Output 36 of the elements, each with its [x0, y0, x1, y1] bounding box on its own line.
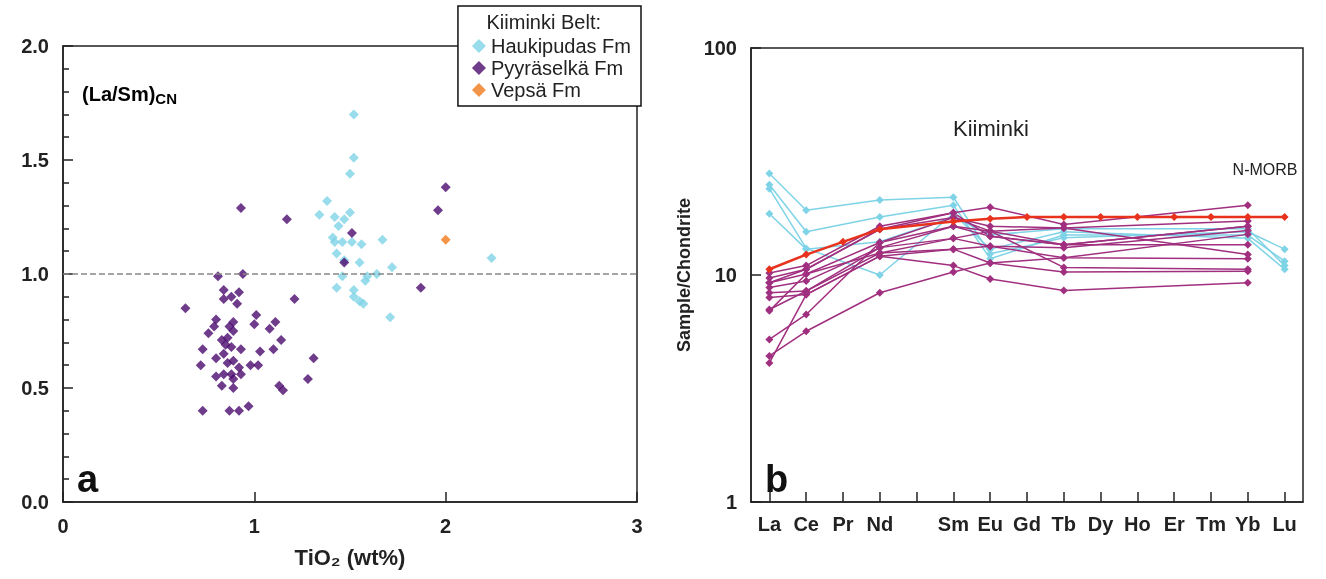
y-tick-label: 1.0: [21, 263, 49, 285]
y-tick-label: 100: [703, 37, 737, 59]
x-tick-label: Gd: [1013, 513, 1041, 535]
x-tick-label: Ho: [1124, 513, 1151, 535]
y-tick-label: 0.5: [21, 377, 49, 399]
legend-label: Vepsä Fm: [490, 79, 581, 101]
text: Kiiminki: [953, 115, 1029, 141]
y-tick-label: 0.0: [21, 491, 49, 513]
x-tick-label: Nd: [866, 513, 894, 535]
y-tick-label: 1: [725, 491, 737, 513]
x-tick-label: Sm: [937, 513, 969, 535]
x-tick-label: 3: [631, 515, 643, 537]
x-tick-label: Pr: [832, 513, 854, 535]
x-tick-label: Yb: [1235, 513, 1261, 535]
x-tick-label: 0: [57, 515, 69, 537]
x-tick-label: La: [757, 513, 782, 535]
x-tick-label: Lu: [1272, 513, 1297, 535]
legend-label: Haukipudas Fm: [490, 35, 631, 57]
x-tick-label: Tb: [1051, 513, 1077, 535]
x-axis-title: TiO₂ (wt%): [294, 544, 406, 570]
annotation: b: [765, 458, 789, 500]
x-tick-label: Dy: [1087, 513, 1115, 535]
x-tick-label: Ce: [793, 513, 819, 535]
annotation: a: [77, 458, 99, 500]
text: N-MORB: [1232, 160, 1298, 178]
x-tick-label: 1: [248, 515, 260, 537]
x-tick-label: Tm: [1196, 513, 1226, 535]
legend-title: Kiiminki Belt:: [486, 11, 602, 33]
y-axis-title: Sample/Chondrite: [673, 197, 694, 353]
x-tick-label: Er: [1163, 513, 1185, 535]
y-tick-label: 1.5: [21, 149, 49, 171]
y-tick-label: 10: [714, 264, 737, 286]
y-tick-label: 2.0: [21, 35, 49, 57]
x-tick-label: 2: [440, 515, 452, 537]
legend-label: Pyyräselkä Fm: [490, 57, 624, 79]
x-tick-label: Eu: [977, 513, 1003, 535]
